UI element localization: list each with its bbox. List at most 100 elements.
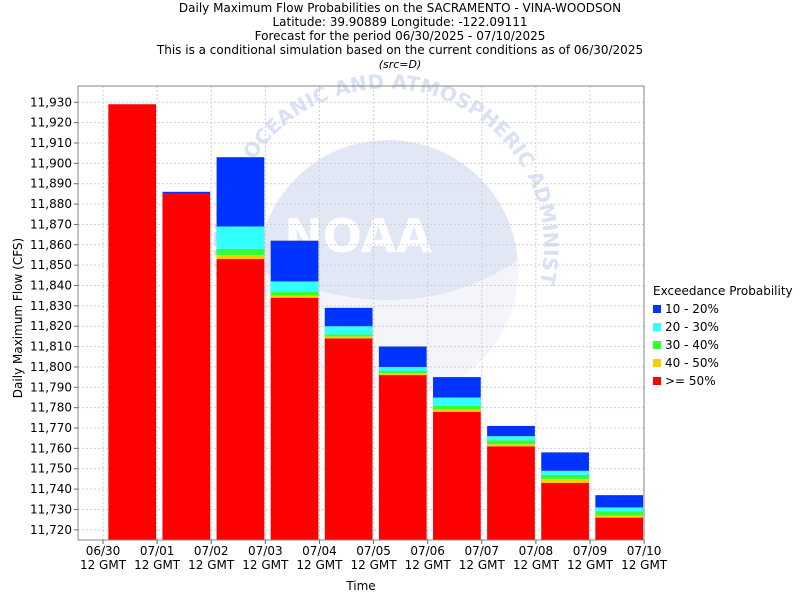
bar-segment-20-30 — [324, 326, 373, 335]
y-tick-label: 11,850 — [30, 258, 72, 272]
y-tick-label: 11,810 — [30, 340, 72, 354]
x-tick-sublabel: 12 GMT — [513, 558, 560, 572]
y-tick-label: 11,830 — [30, 299, 72, 313]
legend-swatch — [653, 359, 661, 367]
x-tick-sublabel: 12 GMT — [80, 558, 127, 572]
bar-segment-10-20 — [270, 240, 319, 282]
bar-segment-50-plus — [108, 104, 157, 540]
y-tick-label: 11,790 — [30, 380, 72, 394]
x-tick-sublabel: 12 GMT — [567, 558, 614, 572]
bar-segment-20-30 — [433, 397, 481, 406]
bar-segment-50-plus — [378, 375, 427, 540]
legend-item-10-20: 10 - 20% — [653, 300, 793, 318]
bar-segment-30-40 — [595, 511, 644, 516]
bar-segment-10-20 — [162, 191, 211, 194]
bar-segment-40-50 — [270, 295, 319, 298]
y-axis-label: Daily Maximum Flow (CFS) — [11, 238, 25, 398]
y-tick-label: 11,880 — [30, 197, 72, 211]
legend-item-20-30: 20 - 30% — [653, 318, 793, 336]
bar-segment-40-50 — [595, 515, 644, 518]
legend-item-30-40: 30 - 40% — [653, 336, 793, 354]
bar-segment-20-30 — [216, 226, 265, 249]
bar-segment-50-plus — [162, 193, 211, 540]
legend: Exceedance Probability 10 - 20% 20 - 30%… — [653, 284, 793, 390]
x-tick-sublabel: 12 GMT — [296, 558, 343, 572]
bar-segment-20-30 — [541, 470, 589, 475]
bar-segment-50-plus — [487, 446, 535, 540]
y-tick-label: 11,910 — [30, 136, 72, 150]
bar-segment-40-50 — [433, 409, 481, 412]
chart-subtitle-location: Latitude: 39.90889 Longitude: -122.09111 — [272, 15, 528, 29]
chart-subtitle-source: (src=D) — [378, 58, 422, 71]
bar-segment-20-30 — [595, 507, 644, 512]
y-tick-label: 11,750 — [30, 462, 72, 476]
bar-segment-10-20 — [433, 377, 481, 398]
y-tick-label: 11,720 — [30, 523, 72, 537]
bar-segment-40-50 — [378, 373, 427, 376]
axes — [77, 85, 645, 541]
bar-segment-10-20 — [324, 307, 373, 327]
bar-segment-40-50 — [324, 336, 373, 339]
bar-segment-50-plus — [216, 259, 265, 540]
bar-segment-20-30 — [270, 281, 319, 292]
y-tick-label: 11,860 — [30, 238, 72, 252]
x-tick-sublabel: 12 GMT — [405, 558, 452, 572]
legend-title: Exceedance Probability — [653, 284, 793, 298]
bar-segment-10-20 — [595, 495, 644, 508]
x-tick-sublabel: 12 GMT — [188, 558, 235, 572]
legend-swatch — [653, 377, 661, 385]
legend-swatch — [653, 305, 661, 313]
bar-segment-40-50 — [541, 478, 589, 483]
y-tick-label: 11,760 — [30, 441, 72, 455]
x-axis-label: Time — [345, 579, 375, 593]
chart-subtitle-conditions: This is a conditional simulation based o… — [156, 43, 644, 57]
bar-segment-10-20 — [541, 452, 589, 471]
x-tick-sublabel: 12 GMT — [621, 558, 668, 572]
x-tick-label: 07/04 — [302, 544, 337, 558]
x-tick-label: 07/01 — [140, 544, 175, 558]
legend-swatch — [653, 323, 661, 331]
bar-segment-40-50 — [216, 254, 265, 260]
bar-segment-50-plus — [541, 482, 589, 540]
legend-swatch — [653, 341, 661, 349]
bar-segment-10-20 — [378, 346, 427, 367]
y-tick-label: 11,740 — [30, 482, 72, 496]
legend-label: >= 50% — [665, 374, 716, 388]
y-tick-label: 11,820 — [30, 319, 72, 333]
bar-segment-50-plus — [595, 517, 644, 540]
bar-segment-30-40 — [324, 334, 373, 337]
bars — [108, 104, 644, 541]
x-tick-label: 07/08 — [519, 544, 554, 558]
x-tick-sublabel: 12 GMT — [242, 558, 289, 572]
y-tick-label: 11,840 — [30, 279, 72, 293]
bar-segment-30-40 — [487, 440, 535, 445]
legend-label: 10 - 20% — [665, 302, 719, 316]
legend-label: 40 - 50% — [665, 356, 719, 370]
chart-title: Daily Maximum Flow Probabilities on the … — [178, 1, 622, 15]
y-tick-label: 11,870 — [30, 217, 72, 231]
legend-item-50-plus: >= 50% — [653, 372, 793, 390]
bar-segment-50-plus — [433, 411, 481, 540]
bar-segment-10-20 — [487, 425, 535, 437]
x-tick-label: 07/07 — [464, 544, 499, 558]
bar-segment-30-40 — [378, 371, 427, 374]
x-tick-label: 06/30 — [86, 544, 121, 558]
x-tick-label: 07/06 — [410, 544, 445, 558]
x-tick-label: 07/02 — [194, 544, 229, 558]
bar-segment-20-30 — [378, 366, 427, 372]
bar-segment-30-40 — [541, 474, 589, 479]
chart-subtitle-period: Forecast for the period 06/30/2025 - 07/… — [254, 29, 546, 43]
y-axis-ticks: 11,720 11,730 11,740 11,750 11,760 11,770 11,7… — [30, 95, 78, 537]
x-tick-label: 07/10 — [627, 544, 662, 558]
bar-segment-20-30 — [487, 436, 535, 441]
bar-segment-50-plus — [270, 297, 319, 540]
y-tick-label: 11,780 — [30, 401, 72, 415]
x-tick-label: 07/05 — [356, 544, 391, 558]
x-tick-sublabel: 12 GMT — [459, 558, 506, 572]
x-tick-label: 07/03 — [248, 544, 283, 558]
x-tick-label: 07/09 — [573, 544, 608, 558]
bar-segment-30-40 — [433, 405, 481, 410]
y-tick-label: 11,770 — [30, 421, 72, 435]
